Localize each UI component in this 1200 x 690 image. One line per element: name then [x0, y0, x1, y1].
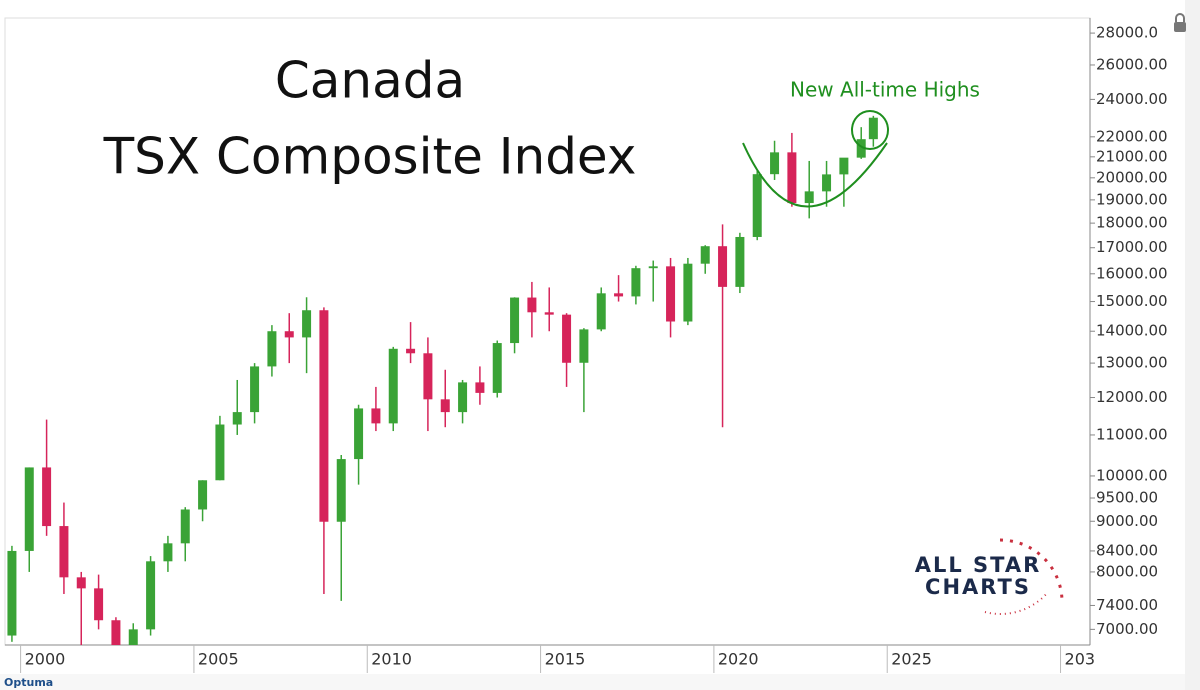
- candle-body: [215, 424, 225, 481]
- candle-body: [868, 117, 878, 140]
- candle-body: [319, 310, 329, 522]
- candle-body: [683, 263, 693, 322]
- candle-body: [700, 246, 710, 264]
- logo-text: ALL STAR: [915, 553, 1042, 577]
- x-tick-label: 2015: [545, 650, 586, 669]
- x-tick-label: 2020: [718, 650, 759, 669]
- x-tick-label: 203: [1065, 650, 1096, 669]
- x-tick-label: 2000: [25, 650, 66, 669]
- y-tick-label: 9000.00: [1096, 512, 1158, 530]
- logo: ALL STAR CHARTS: [915, 538, 1064, 615]
- y-tick-label: 22000.00: [1096, 127, 1168, 145]
- candle-body: [458, 382, 468, 413]
- candle-body: [59, 526, 69, 578]
- y-tick-label: 8400.00: [1096, 541, 1158, 559]
- candle-body: [475, 382, 485, 393]
- candle-body: [42, 467, 52, 527]
- y-tick-label: 18000.00: [1096, 214, 1168, 232]
- chart-subtitle: TSX Composite Index: [103, 128, 637, 186]
- candle-body: [7, 550, 17, 636]
- x-tick-label: 2005: [198, 650, 239, 669]
- candle-body: [371, 408, 381, 424]
- candle-body: [648, 266, 658, 269]
- y-tick-label: 7400.00: [1096, 596, 1158, 614]
- candle-body: [787, 152, 797, 204]
- y-tick-label: 9500.00: [1096, 489, 1158, 507]
- candle-body: [666, 266, 676, 322]
- candle-body: [24, 467, 34, 551]
- candle-body: [146, 561, 156, 630]
- candle-body: [544, 312, 554, 315]
- candle-body: [839, 157, 849, 175]
- candle-body: [388, 348, 398, 424]
- y-tick-label: 14000.00: [1096, 322, 1168, 340]
- candle-body: [770, 152, 780, 175]
- candle-body: [631, 268, 641, 297]
- candle-body: [718, 246, 728, 287]
- candle-body: [336, 459, 346, 522]
- candle-body: [596, 293, 606, 330]
- candle-body: [804, 191, 814, 204]
- y-tick-label: 12000.00: [1096, 388, 1168, 406]
- candle-body: [492, 343, 502, 393]
- candle-body: [163, 543, 173, 562]
- y-tick-label: 26000.00: [1096, 55, 1168, 73]
- candle-body: [111, 620, 121, 645]
- candle-body: [354, 408, 364, 460]
- candle-body: [250, 366, 260, 413]
- candle-body: [302, 310, 312, 338]
- y-tick-label: 15000.00: [1096, 292, 1168, 310]
- y-tick-label: 19000.00: [1096, 190, 1168, 208]
- footer-bar: [0, 674, 1185, 690]
- candle-body: [232, 412, 242, 425]
- candle-body: [614, 293, 624, 297]
- logo-text: CHARTS: [925, 575, 1031, 599]
- candle-body: [822, 174, 832, 192]
- y-tick-label: 7000.00: [1096, 620, 1158, 638]
- lock-icon[interactable]: [1174, 22, 1186, 32]
- candle-body: [94, 588, 104, 621]
- annotation-arc: [742, 142, 888, 208]
- candle-body: [440, 399, 450, 413]
- candle-body: [406, 348, 416, 354]
- candle-body: [856, 139, 866, 158]
- candles: [7, 115, 878, 645]
- chart-title: Canada: [275, 52, 465, 110]
- y-tick-label: 20000.00: [1096, 168, 1168, 186]
- candle-body: [180, 509, 190, 544]
- candle-body: [423, 353, 433, 400]
- candle-body: [267, 331, 277, 367]
- y-tick-label: 24000.00: [1096, 90, 1168, 108]
- y-tick-label: 8000.00: [1096, 562, 1158, 580]
- y-tick-label: 21000.00: [1096, 147, 1168, 165]
- y-tick-label: 10000.00: [1096, 466, 1168, 484]
- candle-body: [76, 577, 86, 589]
- logo-stars: [999, 538, 1064, 601]
- x-tick-label: 2010: [371, 650, 412, 669]
- candle-body: [527, 297, 537, 313]
- y-tick-label: 16000.00: [1096, 264, 1168, 282]
- candle-body: [562, 314, 572, 363]
- annotation: New All-time Highs: [790, 78, 980, 102]
- candle-body: [510, 297, 520, 344]
- y-tick-label: 13000.00: [1096, 354, 1168, 372]
- y-tick-label: 28000.0: [1096, 24, 1158, 42]
- candle-body: [284, 331, 294, 338]
- candle-body: [198, 480, 208, 510]
- candle-body: [579, 329, 589, 363]
- y-tick-label: 11000.00: [1096, 425, 1168, 443]
- candle-body: [752, 174, 762, 237]
- candle-body: [735, 236, 745, 287]
- footer-logo: Optuma: [4, 676, 53, 689]
- y-tick-label: 17000.00: [1096, 238, 1168, 256]
- scrollbar[interactable]: [1185, 0, 1200, 690]
- lock-icon-shackle: [1175, 13, 1185, 22]
- candle-body: [128, 629, 138, 645]
- x-tick-label: 2025: [891, 650, 932, 669]
- annotation-circle: [851, 110, 889, 150]
